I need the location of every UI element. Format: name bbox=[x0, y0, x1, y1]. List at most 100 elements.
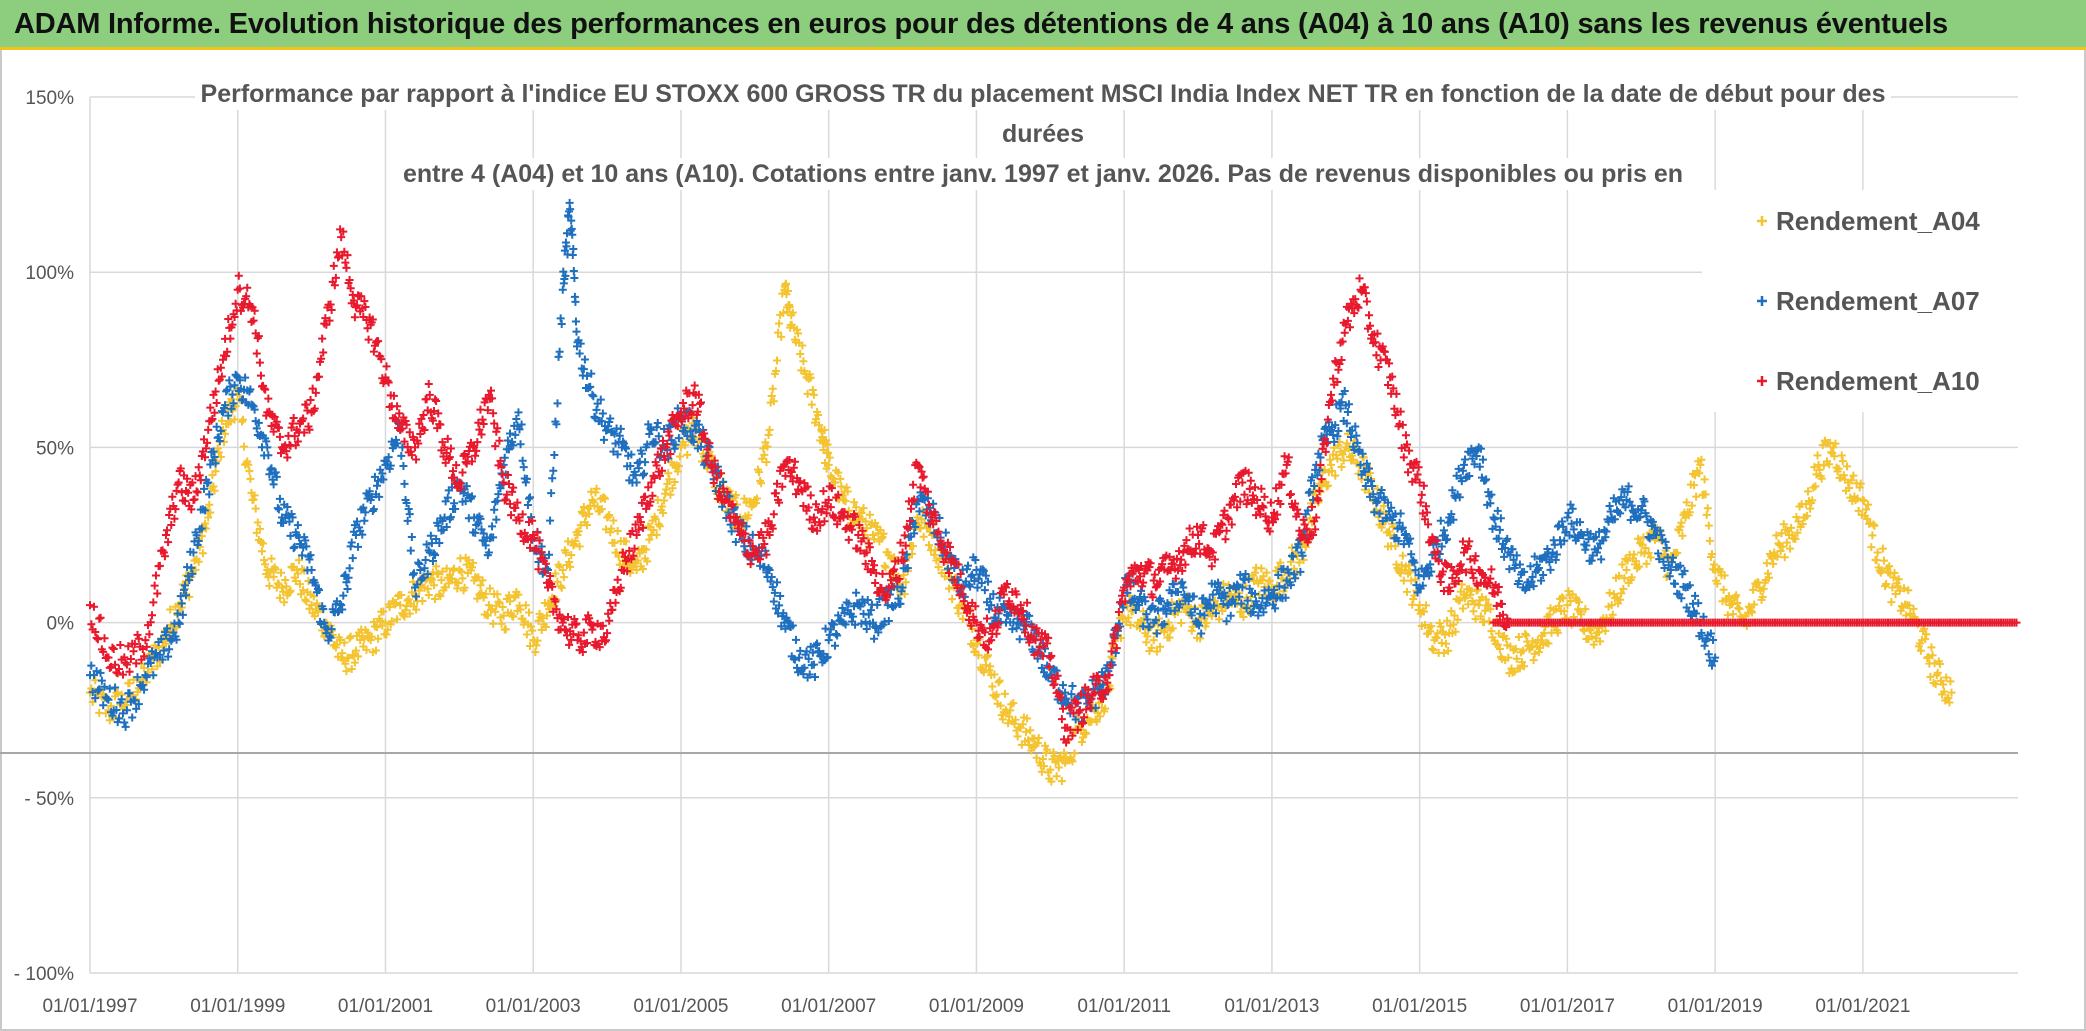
rendement-a04-point bbox=[992, 690, 1001, 699]
rendement-a10-point bbox=[129, 647, 138, 656]
rendement-a04-point bbox=[1469, 607, 1478, 616]
rendement-a04-point bbox=[565, 558, 574, 567]
rendement-a07-point bbox=[1591, 532, 1600, 541]
rendement-a04-point bbox=[1678, 531, 1687, 540]
rendement-a10-point bbox=[644, 483, 653, 492]
rendement-a04-point bbox=[476, 581, 485, 590]
rendement-a04-point bbox=[1514, 633, 1523, 642]
rendement-a04-point bbox=[431, 595, 440, 604]
rendement-a04-point bbox=[307, 601, 316, 610]
rendement-a10-point bbox=[449, 467, 458, 476]
rendement-a04-point bbox=[373, 623, 382, 632]
rendement-a07-point bbox=[226, 382, 235, 391]
rendement-a10-point bbox=[272, 417, 281, 426]
rendement-a10-point bbox=[479, 419, 488, 428]
rendement-a07-point bbox=[1654, 549, 1663, 558]
rendement-a10-point bbox=[269, 427, 278, 436]
rendement-a04-point bbox=[944, 584, 953, 593]
rendement-a07-point bbox=[1707, 661, 1716, 670]
rendement-a10-point bbox=[201, 453, 210, 462]
rendement-a10-point bbox=[1233, 503, 1242, 512]
rendement-a07-point bbox=[557, 320, 566, 329]
rendement-a10-point bbox=[785, 455, 794, 464]
rendement-a10-point bbox=[762, 550, 771, 559]
rendement-a04-point bbox=[252, 528, 261, 537]
rendement-a07-point bbox=[1665, 572, 1674, 581]
rendement-a04-point bbox=[1458, 604, 1467, 613]
rendement-a07-point bbox=[731, 538, 740, 547]
rendement-a07-point bbox=[647, 425, 656, 434]
rendement-a04-point bbox=[273, 579, 282, 588]
rendement-a10-point bbox=[595, 643, 604, 652]
rendement-a10-point bbox=[745, 536, 754, 545]
rendement-a07-point bbox=[808, 648, 817, 657]
rendement-a10-point bbox=[833, 520, 842, 529]
rendement-a04-point bbox=[206, 508, 215, 517]
rendement-a07-point bbox=[338, 605, 347, 614]
rendement-a07-point bbox=[884, 617, 893, 626]
rendement-a07-point bbox=[841, 620, 850, 629]
rendement-a07-point bbox=[422, 540, 431, 549]
rendement-a04-point bbox=[296, 580, 305, 589]
rendement-a04-point bbox=[566, 562, 575, 571]
rendement-a10-point bbox=[1438, 567, 1447, 576]
rendement-a10-point bbox=[645, 501, 654, 510]
rendement-a10-point bbox=[440, 443, 449, 452]
rendement-a07-point bbox=[1142, 610, 1151, 619]
rendement-a07-point bbox=[269, 480, 278, 489]
rendement-a07-point bbox=[1209, 601, 1218, 610]
rendement-a10-point bbox=[537, 548, 546, 557]
rendement-a07-point bbox=[416, 565, 425, 574]
rendement-a04-point bbox=[453, 584, 462, 593]
rendement-a04-point bbox=[988, 682, 997, 691]
y-tick-label: - 100% bbox=[14, 964, 74, 985]
rendement-a10-point bbox=[159, 548, 168, 557]
rendement-a10-point bbox=[508, 487, 517, 496]
rendement-a07-point bbox=[215, 437, 224, 446]
rendement-a10-point bbox=[252, 349, 261, 358]
rendement-a04-point bbox=[387, 617, 396, 626]
rendement-a07-point bbox=[1447, 510, 1456, 519]
rendement-a10-point bbox=[809, 513, 818, 522]
rendement-a04-point bbox=[344, 653, 353, 662]
rendement-a07-point bbox=[230, 381, 239, 390]
rendement-a07-point bbox=[1176, 600, 1185, 609]
rendement-a04-point bbox=[1188, 622, 1197, 631]
rendement-a10-point bbox=[1284, 453, 1293, 462]
rendement-a10-point bbox=[562, 631, 571, 640]
rendement-a07-point bbox=[426, 531, 435, 540]
rendement-a07-point bbox=[1071, 715, 1080, 724]
rendement-a04-point bbox=[1601, 626, 1610, 635]
rendement-a04-point bbox=[442, 564, 451, 573]
rendement-a10-point bbox=[1266, 498, 1275, 507]
rendement-a07-point bbox=[489, 533, 498, 542]
rendement-a10-point bbox=[431, 395, 440, 404]
rendement-a10-point bbox=[1207, 562, 1216, 571]
rendement-a07-point bbox=[1226, 611, 1235, 620]
rendement-a07-point bbox=[1375, 509, 1384, 518]
rendement-a04-point bbox=[205, 500, 214, 509]
rendement-a10-point bbox=[923, 487, 932, 496]
rendement-a07-point bbox=[302, 542, 311, 551]
rendement-a10-point bbox=[1018, 606, 1027, 615]
rendement-a07-point bbox=[306, 551, 315, 560]
rendement-a10-point bbox=[204, 425, 213, 434]
rendement-a07-point bbox=[477, 525, 486, 534]
rendement-a04-point bbox=[1022, 727, 1031, 736]
rendement-a07-point bbox=[178, 610, 187, 619]
rendement-a10-point bbox=[401, 416, 410, 425]
rendement-a07-point bbox=[425, 548, 434, 557]
rendement-a07-point bbox=[515, 425, 524, 434]
rendement-a10-point bbox=[1295, 526, 1304, 535]
rendement-a04-point bbox=[381, 618, 390, 627]
rendement-a10-point bbox=[317, 354, 326, 363]
rendement-a10-point bbox=[1357, 287, 1366, 296]
rendement-a04-point bbox=[226, 417, 235, 426]
rendement-a07-point bbox=[616, 424, 625, 433]
rendement-a07-point bbox=[571, 317, 580, 326]
rendement-a04-point bbox=[1811, 482, 1820, 491]
rendement-a07-point bbox=[985, 605, 994, 614]
rendement-a10-point bbox=[92, 633, 101, 642]
rendement-a10-point bbox=[1150, 570, 1159, 579]
rendement-a10-point bbox=[1113, 624, 1122, 633]
